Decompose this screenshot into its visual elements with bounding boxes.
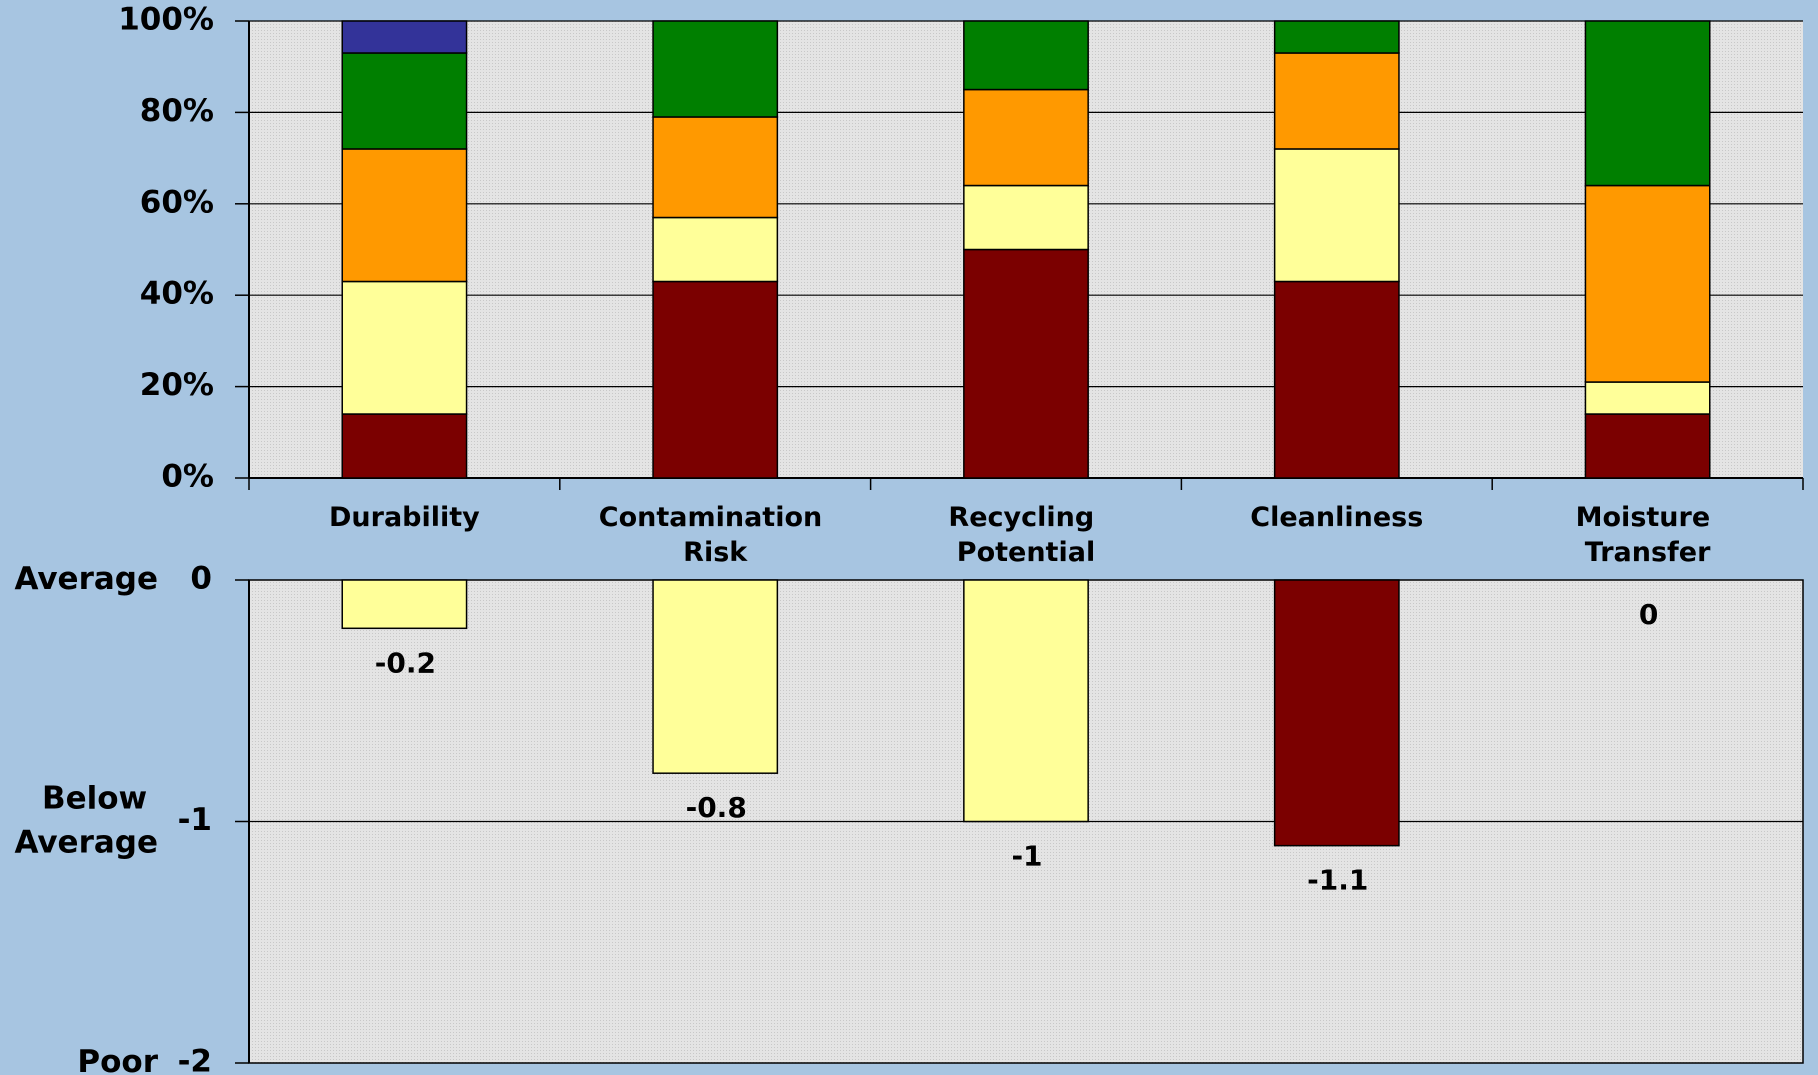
bar-segment <box>341 52 468 150</box>
x-tick-label: Contamination Risk <box>599 502 832 568</box>
x-tick-label: Recycling Potential <box>948 502 1103 568</box>
y-tick-label: 40% <box>140 276 214 312</box>
bar <box>652 579 779 774</box>
bar-segment <box>1273 280 1400 479</box>
bar-segment <box>341 413 468 479</box>
bar <box>963 579 1089 823</box>
bar <box>341 579 468 630</box>
bar-segment <box>963 88 1089 187</box>
y-tick-name: Below Average <box>14 780 158 860</box>
bar-segment <box>963 184 1089 251</box>
bar-segment <box>1273 52 1400 150</box>
bar-segment <box>652 280 779 479</box>
data-label: -0.2 <box>375 646 436 679</box>
bar-segment <box>341 148 468 283</box>
bar-segment <box>1273 20 1400 54</box>
data-label: -1 <box>1011 840 1042 873</box>
y-tick-label: 0 <box>190 561 212 597</box>
y-tick-name: Poor <box>77 1044 158 1075</box>
y-tick-label: 100% <box>118 2 214 38</box>
x-tick-label: Cleanliness <box>1250 502 1423 533</box>
data-label: -0.8 <box>686 791 747 824</box>
bar-segment <box>341 280 468 415</box>
y-tick-label: -1 <box>178 802 212 838</box>
bar-segment <box>341 20 468 54</box>
y-tick-label: 20% <box>140 367 214 403</box>
bar <box>1273 579 1400 847</box>
data-label: 0 <box>1639 598 1658 631</box>
y-tick-label: 80% <box>140 93 214 129</box>
y-tick-label: -2 <box>178 1044 212 1075</box>
y-tick-label: 60% <box>140 184 214 220</box>
bar-segment <box>1584 184 1711 383</box>
data-label: -1.1 <box>1307 864 1368 897</box>
bar-segment <box>652 116 779 219</box>
bar-segment <box>963 248 1089 479</box>
bar-segment <box>1584 413 1711 479</box>
bar-segment <box>1584 20 1711 187</box>
bar-segment <box>1273 148 1400 283</box>
bar-segment <box>652 216 779 283</box>
bar-segment <box>963 20 1089 91</box>
x-tick-label: Durability <box>329 502 480 533</box>
y-tick-label: 0% <box>161 459 214 495</box>
bar-segment <box>652 20 779 118</box>
x-tick-label: Moisture Transfer <box>1576 502 1720 568</box>
bar-segment <box>1584 381 1711 415</box>
y-tick-name: Average <box>14 561 158 597</box>
